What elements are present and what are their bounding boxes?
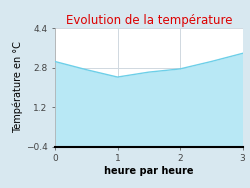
Y-axis label: Température en °C: Température en °C xyxy=(12,42,23,133)
Title: Evolution de la température: Evolution de la température xyxy=(66,14,232,27)
X-axis label: heure par heure: heure par heure xyxy=(104,166,194,176)
